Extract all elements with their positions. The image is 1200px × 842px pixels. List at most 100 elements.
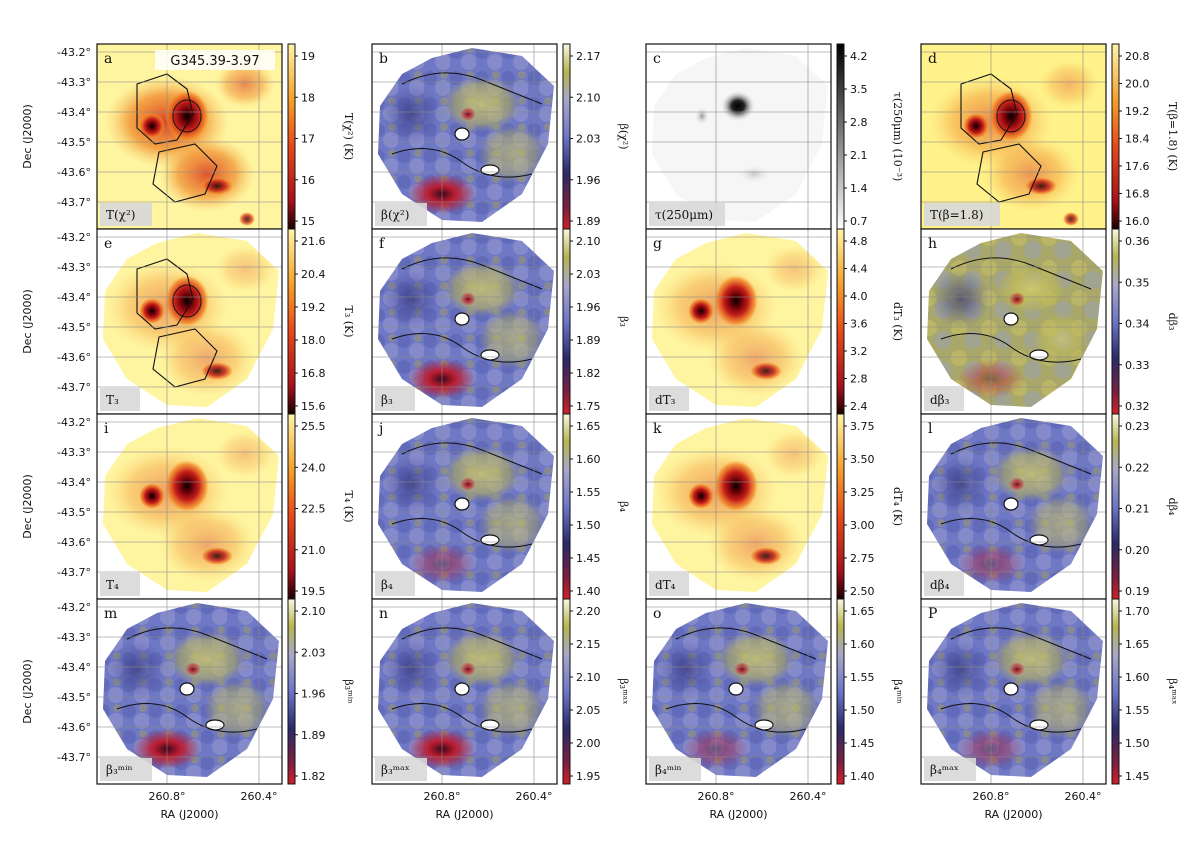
colorbar-tick-label: 1.96 bbox=[576, 174, 601, 187]
x-axis-label: RA (J2000) bbox=[709, 808, 767, 821]
colorbar-tick-label: 2.03 bbox=[301, 646, 326, 659]
colorbar-tick-label: 1.70 bbox=[1125, 605, 1150, 618]
x-axis-label: RA (J2000) bbox=[984, 808, 1042, 821]
dec-tick-label: -43.7° bbox=[57, 381, 91, 394]
coordinate-grid bbox=[372, 414, 557, 599]
dec-tick-label: -43.7° bbox=[57, 196, 91, 209]
colorbar-label: dT₃ (K) bbox=[891, 302, 904, 341]
colorbar-tick-label: 2.8 bbox=[850, 116, 868, 129]
panel-letter: e bbox=[104, 236, 112, 252]
colorbar: 1.65 1.60 1.55 1.50 1.45 1.40 β₄ᵐⁱⁿ bbox=[836, 598, 904, 785]
panel-j: j β₄ 1.65 1.60 1.55 1.50 1.45 1.40 β₄ bbox=[371, 413, 630, 600]
dec-tick-label: -43.2° bbox=[57, 601, 91, 614]
panel-letter: k bbox=[653, 421, 662, 437]
colorbar-tick-label: 2.50 bbox=[850, 585, 875, 598]
y-axis-label: Dec (J2000) bbox=[21, 104, 34, 169]
dec-tick-label: -43.5° bbox=[57, 321, 91, 334]
panel-frame bbox=[96, 598, 283, 785]
panel-l: l dβ₄ 0.23 0.22 0.21 0.20 0.19 dβ₄ bbox=[920, 413, 1179, 600]
colorbar-tick-label: 19.2 bbox=[1125, 105, 1150, 118]
colorbar: 0.23 0.22 0.21 0.20 0.19 dβ₄ bbox=[1111, 413, 1179, 600]
panel-h: h dβ₃ 0.36 0.35 0.34 0.33 0.32 dβ₃ bbox=[920, 228, 1179, 415]
colorbar-label: dT₄ (K) bbox=[891, 487, 904, 526]
colorbar-tick-label: 16.8 bbox=[301, 367, 326, 380]
colorbar: 1.65 1.60 1.55 1.50 1.45 1.40 β₄ bbox=[562, 413, 630, 600]
map-image bbox=[652, 48, 828, 222]
colorbar-tick-label: 0.21 bbox=[1125, 503, 1150, 516]
colorbar-tick-label: 1.82 bbox=[576, 367, 601, 380]
ra-tick-label: 260.4° bbox=[516, 790, 553, 803]
dec-tick-label: -43.6° bbox=[57, 351, 91, 364]
dec-tick-label: -43.7° bbox=[57, 751, 91, 764]
colorbar-tick-label: 1.60 bbox=[1125, 671, 1150, 684]
colorbar-ramp bbox=[1111, 413, 1120, 600]
x-axis-label: RA (J2000) bbox=[435, 808, 493, 821]
colorbar-tick-label: 3.25 bbox=[850, 486, 875, 499]
panel-name-box bbox=[100, 573, 140, 596]
colorbar-tick-label: 1.45 bbox=[1125, 770, 1150, 783]
colorbar-label: T₃ (K) bbox=[342, 305, 355, 337]
panel-o: o β₄ᵐⁱⁿ 1.65 1.60 1.55 1.50 1.45 1.40 β₄ᵐⁱⁿ 260.8… bbox=[645, 598, 904, 821]
colorbar-tick-label: 3.6 bbox=[850, 318, 868, 331]
colorbar-tick-label: 16.8 bbox=[1125, 188, 1150, 201]
y-axis-label: Dec (J2000) bbox=[21, 289, 34, 354]
dec-tick-label: -43.3° bbox=[57, 446, 91, 459]
colorbar: 2.10 2.03 1.96 1.89 1.82 β₃ᵐⁱⁿ bbox=[287, 598, 355, 785]
colorbar-tick-label: 3.5 bbox=[850, 83, 868, 96]
colorbar-tick-label: 17.6 bbox=[1125, 160, 1150, 173]
panel-name-box bbox=[100, 388, 140, 411]
panel-b: b β(χ²) 2.17 2.10 2.03 1.96 1.89 β(χ²) bbox=[371, 43, 630, 230]
colorbar-label: T(χ²) (K) bbox=[342, 113, 355, 160]
map-image bbox=[378, 418, 554, 592]
colorbar-tick-label: 2.10 bbox=[576, 91, 601, 104]
colorbar-tick-label: 3.2 bbox=[850, 345, 868, 358]
colorbar-tick-label: 21.0 bbox=[301, 544, 326, 557]
panel-letter: g bbox=[653, 236, 662, 252]
colorbar-tick-label: 1.45 bbox=[850, 737, 875, 750]
colorbar-tick-label: 1.50 bbox=[850, 704, 875, 717]
colorbar-tick-label: 0.33 bbox=[1125, 359, 1150, 372]
panel-letter: l bbox=[928, 421, 933, 437]
colorbar-tick-label: 16.0 bbox=[1125, 215, 1150, 228]
panel-name-box bbox=[649, 203, 725, 226]
colorbar-tick-label: 0.19 bbox=[1125, 585, 1150, 598]
colorbar-label: β₄ᵐⁱⁿ bbox=[891, 679, 904, 704]
colorbar: 2.17 2.10 2.03 1.96 1.89 β(χ²) bbox=[562, 43, 630, 230]
dec-tick-label: -43.3° bbox=[57, 76, 91, 89]
panel-name-box bbox=[649, 758, 701, 781]
colorbar-tick-label: 0.32 bbox=[1125, 400, 1150, 413]
colorbar-tick-label: 1.55 bbox=[1125, 704, 1150, 717]
colorbar-ramp bbox=[562, 598, 571, 785]
panel-a: a G345.39-3.97 T(χ²) 19 18 17 16 15 T(χ²) (K) -43… bbox=[21, 43, 355, 230]
panel-name-box bbox=[649, 388, 689, 411]
ra-tick-label: 260.8° bbox=[149, 790, 186, 803]
colorbar-tick-label: 2.10 bbox=[576, 671, 601, 684]
panel-name: β₃ᵐᵃˣ bbox=[381, 763, 410, 777]
panel-name: T(χ²) bbox=[106, 208, 135, 222]
panel-i: i T₄ 25.5 24.0 22.5 21.0 19.5 T₄ (K) -43.2° -43.3… bbox=[21, 413, 355, 600]
colorbar-tick-label: 1.55 bbox=[850, 671, 875, 684]
colorbar-tick-label: 16 bbox=[301, 174, 315, 187]
panel-n: n β₃ᵐᵃˣ 2.20 2.15 2.10 2.05 2.00 1.95 β₃ᵐᵃˣ 260.8… bbox=[371, 598, 630, 821]
panel-name-box bbox=[375, 573, 415, 596]
colorbar-ramp bbox=[836, 43, 845, 230]
colorbar-tick-label: 2.8 bbox=[850, 373, 868, 386]
colorbar-tick-label: 1.89 bbox=[576, 215, 601, 228]
dec-tick-label: -43.2° bbox=[57, 46, 91, 59]
colorbar-tick-label: 24.0 bbox=[301, 461, 326, 474]
colorbar-tick-label: 1.60 bbox=[850, 638, 875, 651]
colorbar-tick-label: 20.0 bbox=[1125, 78, 1150, 91]
coordinate-grid bbox=[921, 229, 1106, 414]
colorbar: 1.70 1.65 1.60 1.55 1.50 1.45 β₄ᵐᵃˣ bbox=[1111, 598, 1179, 785]
panel-f: f β₃ 2.10 2.03 1.96 1.89 1.82 1.75 β₃ bbox=[371, 228, 630, 415]
colorbar-tick-label: 1.55 bbox=[576, 486, 601, 499]
coordinate-grid bbox=[372, 229, 557, 414]
colorbar-tick-label: 2.20 bbox=[576, 605, 601, 618]
dec-tick-label: -43.5° bbox=[57, 506, 91, 519]
dec-tick-label: -43.2° bbox=[57, 416, 91, 429]
y-axis-label: Dec (J2000) bbox=[21, 474, 34, 539]
panel-letter: f bbox=[379, 236, 386, 252]
colorbar-label: T(β=1.8) (K) bbox=[1166, 102, 1179, 171]
panel-name: β(χ²) bbox=[381, 208, 409, 222]
